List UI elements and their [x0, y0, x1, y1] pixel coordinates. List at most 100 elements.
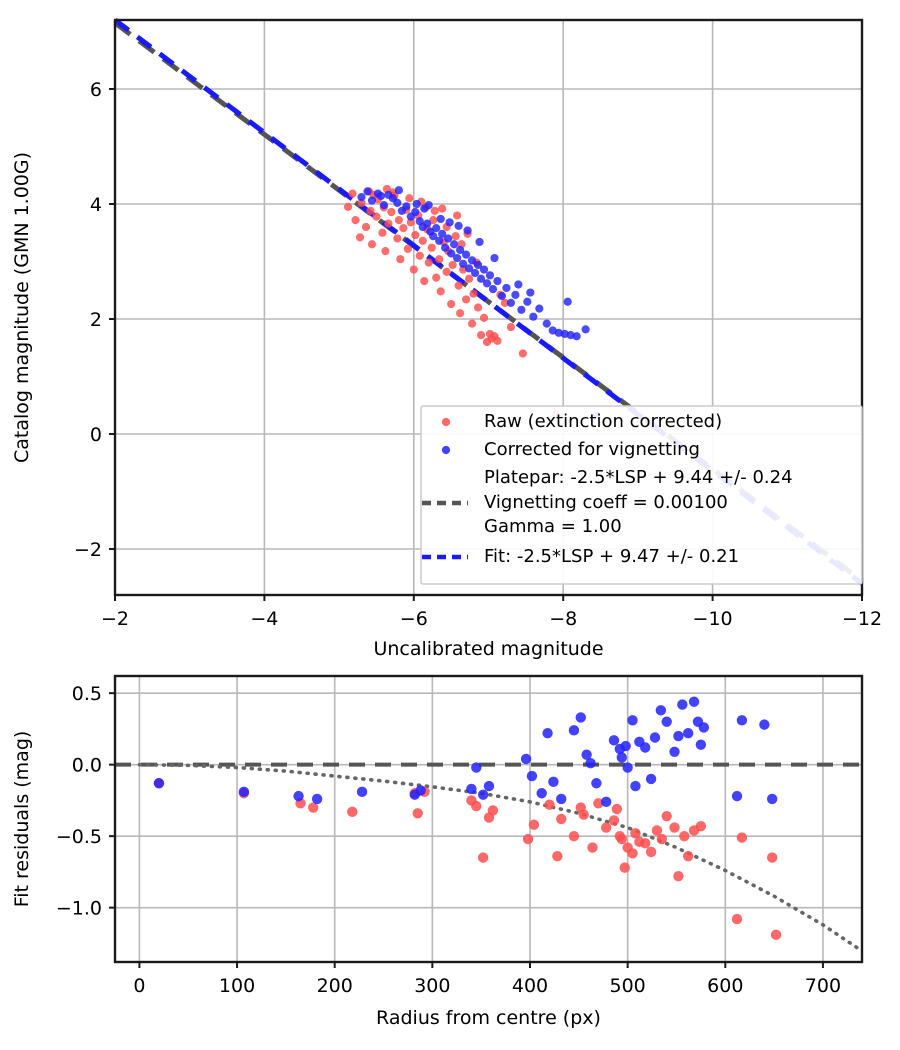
data-point: [406, 218, 415, 227]
fit-residuals-plot: 0 100 200 300 400 500 600 700 0.5 0.0 −0.5 −1.0 Radi…: [0, 655, 900, 1050]
legend-box: [420, 405, 863, 585]
data-point: [482, 279, 492, 288]
legend-entry-label: Corrected for vignetting: [484, 439, 700, 460]
y-tick-label: −1.0: [56, 898, 102, 920]
data-point: [402, 202, 411, 211]
legend-entry-label: Fit: -2.5*LSP + 9.47 +/- 0.21: [484, 546, 739, 567]
data-point: [367, 196, 377, 205]
data-point: [619, 862, 630, 873]
data-point: [572, 332, 581, 341]
data-point: [463, 226, 472, 235]
raw-residual-points-group: [153, 778, 782, 941]
data-point: [651, 825, 663, 836]
data-point: [655, 705, 667, 716]
data-point: [593, 798, 604, 809]
data-point: [459, 259, 468, 268]
data-point: [731, 913, 743, 925]
data-point: [523, 297, 532, 306]
data-point: [502, 283, 511, 293]
y-tick-label: 0: [90, 424, 102, 446]
data-point: [640, 742, 651, 753]
data-point: [357, 198, 366, 207]
data-point: [444, 234, 453, 243]
fit-line: [113, 18, 864, 586]
x-tick-label: −8: [549, 608, 577, 630]
data-point: [522, 833, 534, 845]
data-point: [467, 319, 477, 328]
data-point: [454, 221, 463, 230]
data-point: [529, 312, 538, 321]
data-point: [736, 715, 748, 726]
data-point: [673, 730, 684, 742]
data-point: [435, 236, 444, 245]
data-point: [447, 249, 456, 258]
data-point: [682, 850, 694, 862]
data-point: [361, 222, 371, 232]
data-point: [367, 240, 377, 249]
data-point: [600, 796, 612, 808]
data-point: [526, 288, 535, 297]
data-point: [436, 214, 445, 224]
data-point: [591, 778, 602, 789]
data-point: [677, 699, 688, 710]
data-point: [766, 852, 778, 863]
data-point: [399, 224, 408, 233]
data-point: [581, 325, 590, 334]
data-point: [403, 244, 412, 253]
data-point: [357, 193, 366, 202]
data-point: [450, 240, 459, 249]
data-point: [429, 232, 438, 241]
data-point: [293, 790, 304, 802]
data-point: [347, 806, 358, 818]
data-point: [627, 848, 638, 859]
data-point: [479, 265, 489, 274]
legend-entry-label: Platepar: -2.5*LSP + 9.44 +/- 0.24: [484, 467, 793, 488]
x-axis-label: Radius from centre (px): [376, 1007, 601, 1029]
data-point: [441, 243, 450, 252]
y-tick-label: −2: [74, 539, 102, 561]
data-point: [616, 752, 627, 763]
data-point: [544, 799, 555, 810]
data-point: [393, 198, 402, 207]
y-tick-label: 4: [90, 194, 102, 216]
y-tick-label: 6: [90, 79, 102, 101]
data-point: [695, 739, 707, 750]
data-point: [608, 735, 620, 746]
data-point: [424, 201, 433, 210]
data-point: [731, 790, 743, 802]
x-tick-label: 0: [133, 975, 145, 997]
data-point: [311, 793, 323, 805]
data-point: [461, 295, 471, 304]
data-point: [673, 871, 684, 882]
data-point: [393, 234, 402, 243]
data-point: [366, 206, 375, 215]
data-point: [656, 833, 668, 845]
x-tick-label: 600: [707, 975, 743, 997]
data-point: [438, 204, 447, 213]
data-point: [640, 838, 651, 849]
data-point: [445, 218, 454, 227]
model-lines: [113, 18, 864, 586]
data-point: [506, 322, 516, 332]
y-axis-label: Catalog magnitude (GMN 1.00G): [11, 152, 33, 463]
data-point: [466, 783, 477, 795]
data-point: [542, 319, 551, 328]
data-point: [409, 265, 418, 274]
legend: Raw (extinction corrected) Corrected for …: [420, 405, 863, 585]
x-tick-label: 300: [414, 975, 450, 997]
axis-ticks: 0 100 200 300 400 500 600 700 0.5 0.0 −0.5 −1.0: [56, 683, 841, 997]
data-point: [476, 274, 486, 283]
data-point: [430, 206, 439, 215]
data-point: [467, 256, 477, 265]
data-point: [490, 253, 499, 263]
data-point: [153, 778, 165, 789]
data-point: [585, 758, 596, 769]
data-point: [698, 722, 710, 733]
data-point: [429, 216, 438, 225]
data-point: [379, 201, 389, 210]
data-point: [556, 813, 567, 825]
data-point: [453, 211, 462, 220]
data-point: [477, 852, 489, 863]
calibration-chart-svg: −2 −4 −6 −8 −10 −12 −2 0 2 4 6 Uncalibrated magnitu…: [11, 18, 882, 660]
photometry-calibration-plot: −2 −4 −6 −8 −10 −12 −2 0 2 4 6 Uncalibrated magnitu…: [11, 18, 882, 660]
